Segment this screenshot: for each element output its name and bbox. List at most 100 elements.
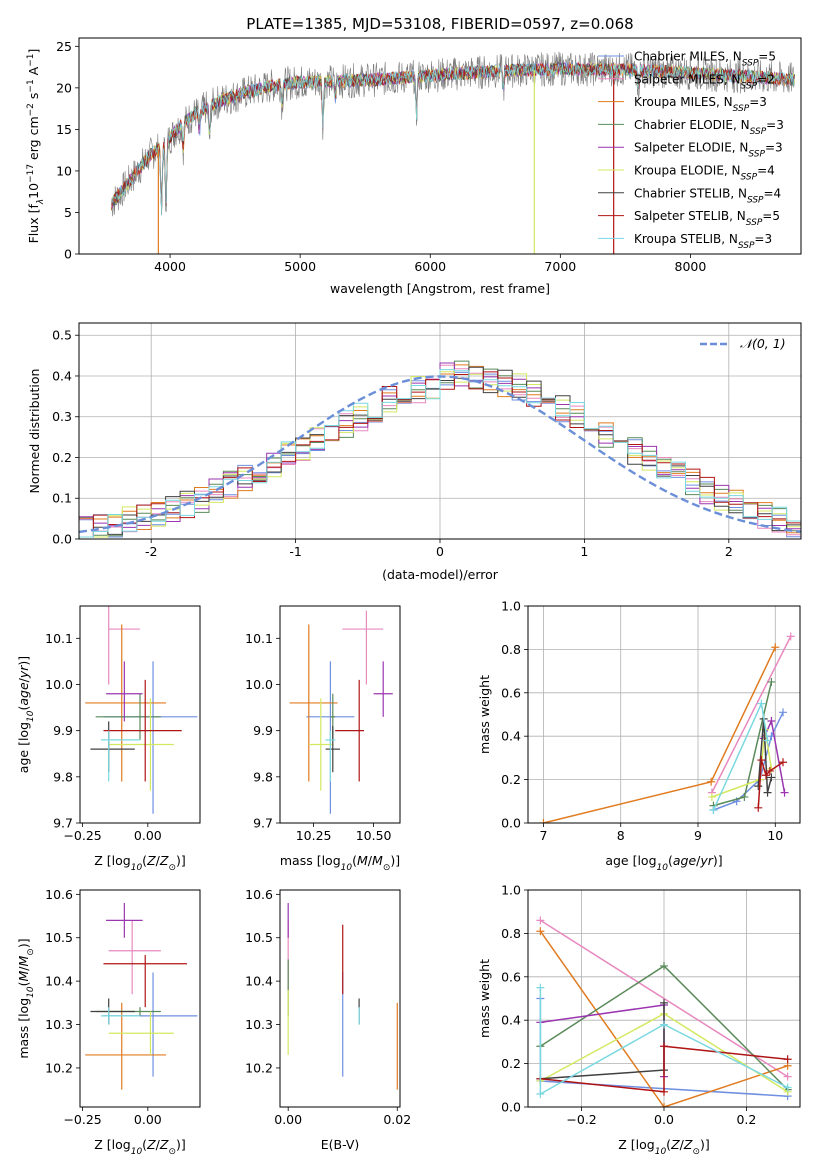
y-tick-label: 0	[64, 247, 72, 262]
x-tick-label: 4000	[154, 259, 186, 274]
y-axis-label: mass weight	[477, 959, 492, 1038]
y-tick-label: 10.2	[45, 1060, 73, 1075]
y-tick-label: 0.0	[501, 1100, 521, 1115]
y-tick-label: 20	[56, 80, 72, 95]
y-tick-label: 10.3	[45, 1017, 73, 1032]
marker-chabrier_stelib	[754, 782, 763, 791]
plot-area-mass_vs_Z	[85, 903, 198, 1090]
y-tick-label: 1.0	[501, 883, 521, 898]
marker-kroupa_miles	[539, 819, 548, 823]
y-tick-label: 9.8	[253, 769, 273, 784]
errorbar-kroupa_elodie	[308, 698, 333, 791]
y-tick-label: 1.0	[501, 599, 521, 614]
x-tick-label: 0.0	[654, 1112, 674, 1127]
x-tick-label: 8000	[675, 259, 707, 274]
y-axis-label: age [log10(age/yr)]	[16, 656, 36, 773]
series-line-kroupa_stelib	[539, 987, 788, 1096]
marker-chabrier_elodie	[740, 792, 749, 801]
x-axis-label: Z [log10(Z/Z⊙)]	[94, 1137, 186, 1157]
series-line-chabrier_elodie	[713, 681, 773, 807]
axes-mass_vs_EBV: 0.00 0.02 10.2 10.3 10.4 10.5 10.6 E(B-V)	[245, 887, 411, 1152]
marker-kroupa_stelib	[536, 1089, 545, 1098]
marker-salpeter_stelib	[762, 771, 770, 780]
errorbar-kroupa_miles	[85, 624, 167, 782]
y-tick-label: 10.0	[245, 677, 273, 692]
legend-label-chabrier_elodie: Chabrier ELODIE, NSSP=3	[634, 118, 784, 137]
plot-area-residuals	[79, 360, 801, 539]
axes-frame	[527, 605, 801, 824]
axes-frame	[79, 889, 201, 1108]
x-tick-label: 2	[725, 544, 733, 559]
x-tick-label: 7	[539, 828, 547, 843]
marker-kroupa_stelib	[660, 1020, 668, 1029]
legend-label-salpeter_stelib: Salpeter STELIB, NSSP=5	[634, 209, 780, 228]
errorbar-kroupa_stelib	[100, 1007, 140, 1025]
errorbar-salpeter_miles	[108, 920, 161, 995]
errorbar-kroupa_elodie	[108, 698, 174, 791]
y-tick-label: 0.4	[501, 1013, 521, 1028]
marker-chabrier_stelib	[767, 773, 776, 782]
x-tick-label: 1	[580, 544, 588, 559]
x-tick-label: 9	[694, 828, 702, 843]
marker-chabrier_miles	[779, 708, 787, 717]
marker-salpeter_elodie	[767, 717, 776, 726]
x-tick-label: 10.50	[356, 828, 392, 843]
x-tick-label: -2	[145, 544, 157, 559]
legend: 𝒩(0, 1)	[700, 336, 786, 351]
marker-salpeter_miles	[786, 632, 795, 641]
errorbar-kroupa_stelib	[325, 730, 336, 782]
marker-kroupa_stelib	[763, 736, 772, 745]
series-line-salpeter_miles	[711, 636, 792, 793]
x-tick-label: −0.25	[63, 828, 101, 843]
x-tick-label: 6000	[414, 259, 446, 274]
x-axis-label: (data-model)/error	[382, 567, 499, 582]
marker-chabrier_elodie	[660, 961, 668, 970]
y-tick-label: 25	[56, 39, 72, 54]
series-line-salpeter_stelib	[540, 1045, 788, 1093]
y-tick-label: 10.4	[245, 974, 273, 989]
y-tick-label: 0.4	[52, 368, 72, 383]
x-tick-label: 10.25	[296, 828, 332, 843]
plot-area-mass_vs_EBV	[287, 903, 398, 1090]
y-tick-label: 0.2	[501, 772, 521, 787]
y-tick-label: 0.3	[52, 409, 72, 424]
x-axis-label: Z [log10(Z/Z⊙)]	[618, 1137, 710, 1157]
plot-area-age_vs_Z	[85, 606, 198, 814]
marker-kroupa_stelib	[709, 805, 718, 814]
errorbar-salpeter_stelib	[335, 679, 364, 782]
legend-label-chabrier_miles: Chabrier MILES, NSSP=5	[634, 50, 776, 69]
axes-massweight_vs_Z: −0.2 0.0 0.2 0.0 0.2 0.4 0.6 0.8 1.0 Z [log10(Z/Z…	[477, 883, 801, 1157]
plot-area-age_vs_mass	[289, 610, 393, 814]
marker-salpeter_stelib	[660, 1087, 668, 1096]
marker-salpeter_stelib	[783, 1055, 792, 1064]
y-tick-label: 0.5	[52, 328, 72, 343]
legend-label-kroupa_elodie: Kroupa ELODIE, NSSP=4	[634, 164, 775, 183]
x-tick-label: 5000	[284, 259, 316, 274]
y-tick-label: 0.8	[501, 926, 521, 941]
legend: Chabrier MILES, NSSP=5 Salpeter MILES, NS…	[598, 50, 784, 251]
marker-salpeter_miles	[536, 916, 545, 925]
x-axis-label: Z [log10(Z/Z⊙)]	[94, 853, 186, 873]
errorbar-salpeter_elodie	[106, 661, 143, 722]
marker-salpeter_elodie	[780, 788, 789, 797]
y-tick-label: 10	[56, 163, 72, 178]
y-tick-label: 10.2	[245, 1060, 273, 1075]
marker-kroupa_stelib	[757, 699, 766, 708]
y-tick-label: 10.6	[245, 887, 273, 902]
legend-label-kroupa_miles: Kroupa MILES, NSSP=3	[634, 95, 767, 114]
y-tick-label: 0.4	[501, 729, 521, 744]
x-axis-label: wavelength [Angstrom, rest frame]	[330, 281, 550, 296]
legend-label-kroupa_stelib: Kroupa STELIB, NSSP=3	[634, 232, 772, 251]
marker-salpeter_stelib	[779, 758, 787, 767]
y-tick-label: 10.0	[45, 677, 73, 692]
axes-frame	[78, 322, 802, 540]
x-tick-label: −0.2	[566, 1112, 596, 1127]
gaussian-reference-line	[79, 375, 801, 534]
y-tick-label: 10.4	[45, 974, 73, 989]
plot-area-spectrum	[111, 51, 795, 254]
y-tick-label: 10.5	[245, 930, 273, 945]
marker-kroupa_miles	[771, 643, 780, 652]
axes-spectrum: 4000 5000 6000 7000 8000 0 5 10 15 20 25 Chabrier M…	[26, 37, 802, 296]
marker-chabrier_stelib	[763, 788, 772, 797]
